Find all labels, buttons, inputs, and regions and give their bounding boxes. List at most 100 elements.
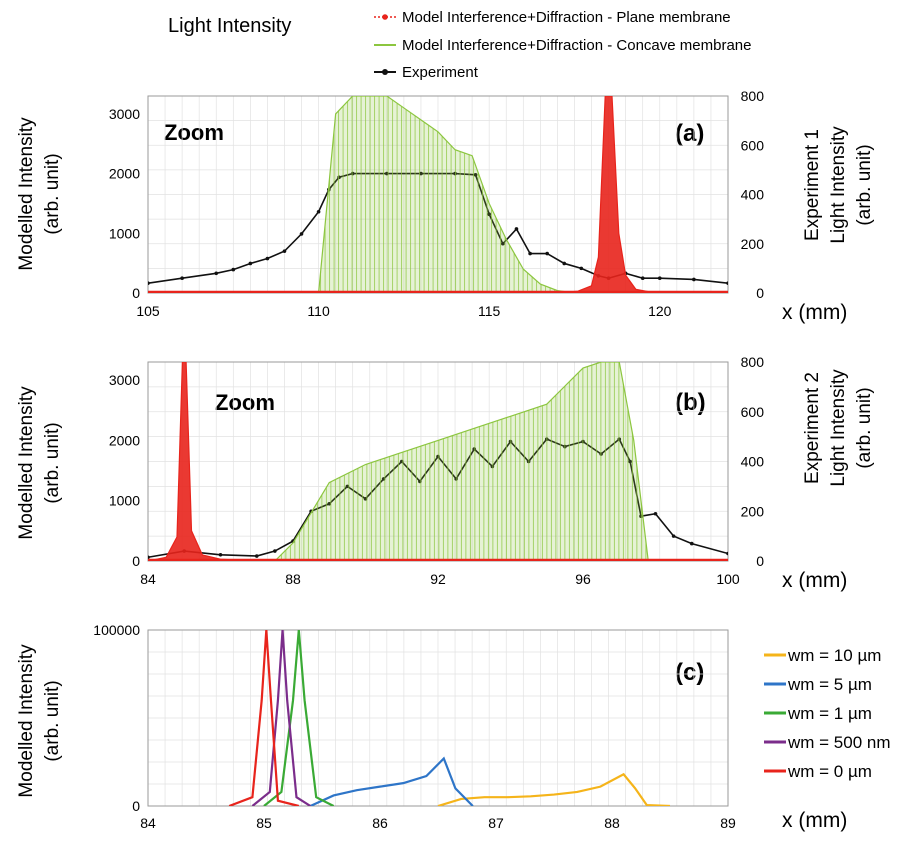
panel-a-zoom-label: Zoom [164, 120, 224, 145]
panel-b-series-layer [148, 362, 728, 561]
panel-c-ytick-label: 100000 [93, 622, 140, 638]
panel-b-xlabel: x (mm) [782, 569, 847, 592]
panel-a-series-0-point [545, 251, 549, 256]
panel-c-legend-label-4: wm = 0 µm [787, 762, 872, 781]
panel-b-series-0-point [628, 459, 632, 464]
panel-b: Modelled Intensity (arb. unit) Experimen… [16, 369, 875, 592]
panel-b-ylabel-right-line2: Light Intensity [828, 369, 849, 487]
panel-a-ytick-right-label: 800 [741, 88, 765, 104]
panel-c-legend-label-2: wm = 1 µm [787, 704, 872, 723]
panel-a: Modelled Intensity (arb. unit) Experimen… [16, 117, 875, 324]
legend: Model Interference+Diffraction - Plane m… [374, 9, 751, 81]
panel-c-ylabel-line1: Modelled Intensity [16, 644, 37, 798]
panel-a-xtick-label: 120 [648, 303, 672, 319]
panel-a-ylabel-right-line3: (arb. unit) [854, 144, 875, 225]
panel-b-series-1-line [274, 362, 649, 561]
panel-a-plot: 105 110 115 120 0 1000 2000 3000 0 200 400 600 800 [109, 88, 764, 319]
panel-a-series-1-line [317, 96, 575, 293]
panel-c-letter: (c) [675, 659, 704, 686]
panel-c-legend: wm = 10 µm wm = 5 µm wm = 1 µm wm = 500 nm w… [764, 646, 891, 781]
panel-a-series-0-point [419, 171, 423, 176]
panel-a-series-0-point [692, 277, 696, 282]
panel-a-ytick-right-label: 600 [741, 137, 765, 153]
panel-a-ylabel-line2: (arb. unit) [42, 153, 63, 234]
legend-label-plane: Model Interference+Diffraction - Plane m… [402, 9, 731, 26]
panel-c-legend-label-0: wm = 10 µm [787, 646, 881, 665]
panel-c-ytick-label: 0 [132, 798, 140, 814]
panel-a-series-0-point [231, 267, 236, 272]
panel-b-series-0-point [363, 497, 368, 501]
panel-b-series-0-point [345, 484, 350, 489]
legend-marker-plane [382, 14, 388, 20]
panel-c-legend-label-3: wm = 500 nm [787, 733, 891, 752]
panel-b-series-0-point [671, 534, 676, 538]
panel-b-ylabel-right-line3: (arb. unit) [854, 387, 875, 468]
panel-a-ytick-label: 3000 [109, 106, 140, 122]
panel-a-series-0-point [248, 261, 253, 266]
panel-a-series-0-point [180, 276, 184, 281]
panel-a-ytick-label: 2000 [109, 166, 140, 182]
panel-b-xtick-label: 96 [575, 571, 591, 587]
panel-a-series-0-point [528, 251, 532, 256]
panel-a-ytick-label: 1000 [109, 225, 140, 241]
panel-a-ylabel-right-line1: Experiment 1 [802, 129, 823, 241]
plot-layer: 105 110 115 1200100020003000020040060080084… [93, 88, 890, 831]
panel-b-ylabel-line1: Modelled Intensity [16, 386, 37, 540]
panel-a-ytick-right-label: 400 [741, 187, 765, 203]
panel-c: Modelled Intensity (arb. unit) (c) x (mm… [16, 644, 847, 832]
panel-a-ytick-right-label: 0 [756, 285, 764, 301]
panel-c-series-1-line [309, 756, 474, 806]
panel-b-xtick-label: 84 [140, 571, 156, 587]
legend-label-concave: Model Interference+Diffraction - Concave… [402, 37, 751, 54]
panel-a-xtick-label: 115 [478, 303, 501, 319]
figure-title: Light Intensity [168, 15, 291, 37]
legend-marker-experiment [382, 69, 388, 75]
panel-a-series-0-point [148, 281, 150, 285]
panel-c-ylabel-line2: (arb. unit) [42, 680, 63, 761]
panel-c-xtick-label: 85 [256, 815, 272, 831]
panel-a-series-0-point [640, 276, 645, 281]
panel-a-series-0-point [299, 232, 304, 236]
panel-c-series-layer [228, 630, 671, 806]
panel-a-ytick-right-label: 200 [741, 236, 765, 252]
panel-a-xlabel: x (mm) [782, 301, 847, 324]
panel-b-xtick-label: 92 [430, 571, 446, 587]
panel-a-series-0-point [214, 271, 219, 276]
panel-b-ytick-right-label: 200 [741, 503, 765, 519]
legend-item-experiment: Experiment [374, 64, 479, 81]
panel-a-xtick-label: 105 [136, 303, 160, 319]
panel-a-series-0-point [282, 249, 287, 253]
panel-a-series-layer [148, 96, 728, 293]
panel-b-ylabel-line2: (arb. unit) [42, 422, 63, 503]
panel-a-series-0-point [562, 261, 567, 266]
panel-a-series-0-point [265, 256, 270, 261]
panel-b-series-0-point [689, 541, 694, 546]
panel-b-xtick-label: 100 [716, 571, 740, 587]
panel-b-ytick-right-label: 400 [741, 454, 765, 470]
panel-c-xtick-label: 87 [488, 815, 504, 831]
panel-b-zoom-label: Zoom [215, 390, 275, 415]
panel-c-xtick-label: 86 [372, 815, 388, 831]
panel-a-series-0-point [726, 281, 728, 285]
panel-c-legend-label-1: wm = 5 µm [787, 675, 872, 694]
panel-b-series-0-point [254, 554, 259, 558]
panel-a-ylabel-right-line2: Light Intensity [828, 126, 849, 244]
panel-b-series-2-area [148, 362, 728, 561]
panel-a-ylabel-line1: Modelled Intensity [16, 117, 37, 271]
legend-label-experiment: Experiment [402, 64, 479, 81]
panel-b-series-0-point [218, 552, 223, 557]
panel-c-series-4-line [228, 630, 300, 806]
panel-a-series-0-point [487, 212, 491, 216]
panel-a-series-0-point [579, 266, 584, 271]
panel-c-xtick-label: 89 [720, 815, 736, 831]
legend-item-concave: Model Interference+Diffraction - Concave… [374, 37, 751, 54]
legend-item-plane: Model Interference+Diffraction - Plane m… [374, 9, 731, 26]
panel-a-series-0-point [473, 173, 478, 177]
panel-a-ytick-label: 0 [132, 285, 140, 301]
panel-b-series-0-point [148, 555, 150, 560]
panel-a-series-0-point [514, 227, 519, 231]
panel-b-ytick-right-label: 600 [741, 404, 765, 420]
